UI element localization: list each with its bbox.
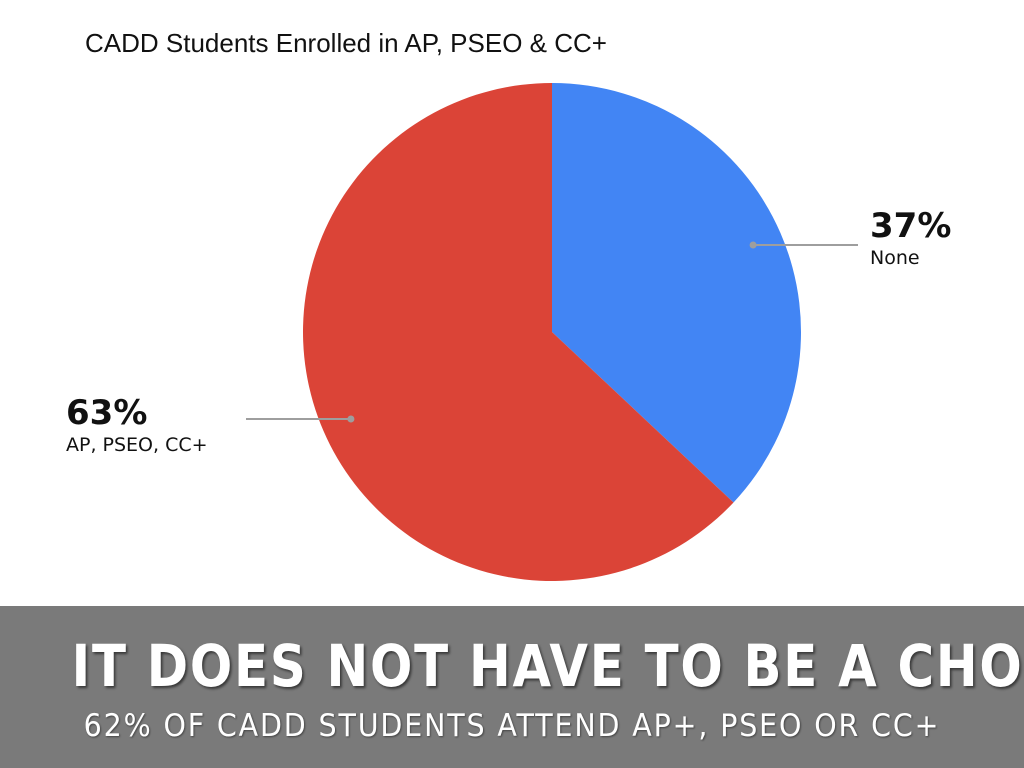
bottom-banner: IT DOES NOT HAVE TO BE A CHOICE 62% OF C…	[0, 606, 1024, 768]
leader-dot-none	[749, 241, 757, 249]
slice-percent-ap-pseo-cc: 63%	[66, 393, 148, 433]
banner-title: IT DOES NOT HAVE TO BE A CHOICE	[71, 632, 1024, 700]
pie-slice-none	[552, 83, 801, 503]
slice-label-ap-pseo-cc: 63% AP, PSEO, CC+	[66, 394, 208, 458]
banner-subtitle: 62% OF CADD STUDENTS ATTEND AP+, PSEO OR…	[83, 708, 941, 744]
slice-label-none: 37% None	[870, 207, 951, 271]
pie-chart	[246, 83, 858, 581]
pie-slice-ap-pseo-cc	[303, 83, 734, 581]
slice-percent-none: 37%	[870, 206, 952, 246]
slice-category-none: None	[870, 247, 920, 269]
slice-category-ap-pseo-cc: AP, PSEO, CC+	[66, 434, 208, 456]
chart-title: CADD Students Enrolled in AP, PSEO & CC+	[85, 28, 607, 58]
leader-dot-ap-pseo-cc	[347, 415, 355, 423]
